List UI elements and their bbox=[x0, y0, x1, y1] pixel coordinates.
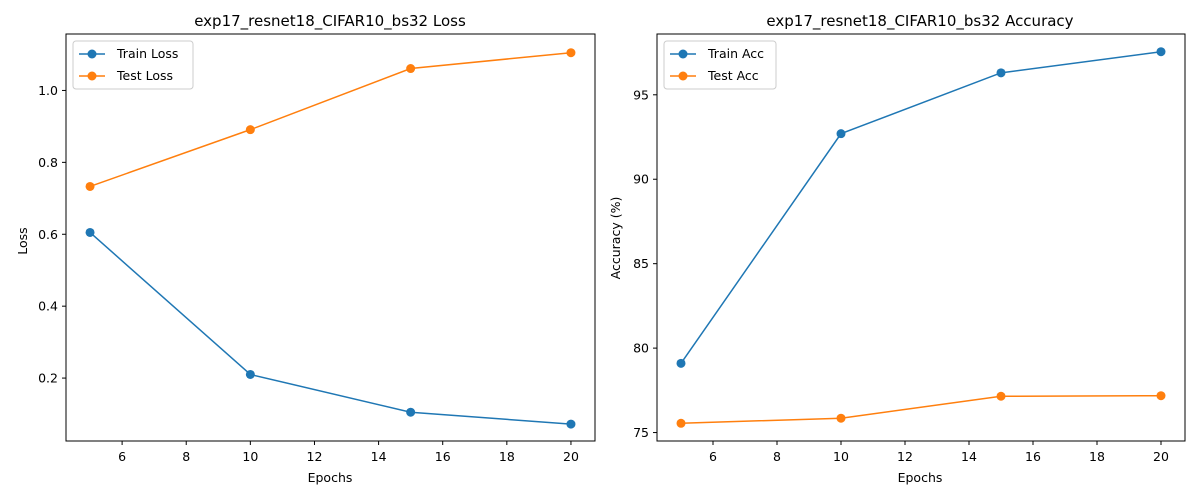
data-point-test-loss bbox=[406, 64, 416, 74]
loss-legend: Train Loss Test Loss bbox=[72, 40, 194, 90]
accuracy-y-tick-label: 80 bbox=[633, 341, 649, 356]
data-point-train-loss bbox=[406, 407, 416, 417]
loss-x-tick-label: 8 bbox=[182, 449, 190, 464]
data-point-train-acc bbox=[676, 358, 686, 368]
data-point-test-loss bbox=[85, 181, 95, 191]
loss-chart: exp17_resnet18_CIFAR10_bs32 Loss Epochs … bbox=[15, 12, 596, 485]
accuracy-y-tick-label: 90 bbox=[633, 172, 649, 187]
loss-chart-title: exp17_resnet18_CIFAR10_bs32 Loss bbox=[194, 12, 466, 31]
loss-y-tick-label: 1.0 bbox=[38, 83, 58, 98]
data-point-test-acc bbox=[1156, 391, 1166, 401]
loss-legend-box bbox=[72, 40, 194, 90]
accuracy-x-tick-label: 20 bbox=[1153, 449, 1169, 464]
series-line-test-loss bbox=[89, 51, 572, 188]
loss-legend-train-marker bbox=[87, 49, 97, 59]
accuracy-x-axis-label: Epochs bbox=[898, 470, 943, 485]
accuracy-y-tick-label: 95 bbox=[633, 87, 649, 102]
accuracy-series bbox=[676, 47, 1166, 428]
accuracy-x-tick-label: 10 bbox=[833, 449, 849, 464]
accuracy-x-tick-label: 12 bbox=[897, 449, 913, 464]
data-point-test-acc bbox=[676, 418, 686, 428]
accuracy-x-tick-label: 6 bbox=[709, 449, 717, 464]
data-point-train-acc bbox=[836, 129, 846, 139]
loss-y-tick-label: 0.6 bbox=[38, 227, 58, 242]
loss-series bbox=[85, 48, 576, 429]
loss-x-tick-label: 20 bbox=[563, 449, 579, 464]
data-point-train-loss bbox=[245, 369, 255, 379]
accuracy-plot-frame bbox=[656, 33, 1186, 442]
data-point-train-acc bbox=[1156, 47, 1166, 57]
accuracy-legend: Train Acc Test Acc bbox=[663, 40, 777, 90]
loss-legend-test-marker bbox=[87, 71, 97, 81]
accuracy-legend-train-label: Train Acc bbox=[707, 46, 764, 61]
series-line-train-acc bbox=[680, 50, 1162, 364]
series-line-train-loss bbox=[89, 231, 572, 425]
loss-y-axis-label: Loss bbox=[15, 227, 30, 254]
loss-x-tick-label: 10 bbox=[242, 449, 258, 464]
loss-x-tick-label: 16 bbox=[435, 449, 451, 464]
loss-y-tick-label: 0.2 bbox=[38, 371, 58, 386]
loss-plot-frame bbox=[65, 33, 596, 442]
loss-y-tick-label: 0.8 bbox=[38, 155, 58, 170]
accuracy-legend-test-marker bbox=[678, 71, 688, 81]
data-point-test-loss bbox=[245, 125, 255, 135]
loss-legend-test-label: Test Loss bbox=[116, 68, 173, 83]
accuracy-chart: exp17_resnet18_CIFAR10_bs32 Accuracy Epo… bbox=[608, 12, 1186, 485]
loss-x-tick-label: 6 bbox=[118, 449, 126, 464]
data-point-test-acc bbox=[996, 391, 1006, 401]
accuracy-legend-box bbox=[663, 40, 777, 90]
loss-legend-train-label: Train Loss bbox=[116, 46, 178, 61]
accuracy-y-tick-label: 85 bbox=[633, 256, 649, 271]
accuracy-x-tick-label: 14 bbox=[961, 449, 977, 464]
loss-axis-ticks: 6 8 10 12 14 16 18 20 0.2 0.4 0.6 0.8 1.0 bbox=[38, 83, 579, 464]
accuracy-y-tick-label: 75 bbox=[633, 425, 649, 440]
loss-x-tick-label: 18 bbox=[499, 449, 515, 464]
data-point-test-loss bbox=[566, 48, 576, 58]
accuracy-x-tick-label: 8 bbox=[773, 449, 781, 464]
loss-x-axis-label: Epochs bbox=[308, 470, 353, 485]
accuracy-legend-test-label: Test Acc bbox=[707, 68, 759, 83]
data-point-train-loss bbox=[566, 419, 576, 429]
series-line-test-acc bbox=[680, 394, 1162, 425]
data-point-test-acc bbox=[836, 413, 846, 423]
accuracy-y-axis-label: Accuracy (%) bbox=[608, 197, 623, 280]
loss-x-tick-label: 14 bbox=[371, 449, 387, 464]
accuracy-chart-title: exp17_resnet18_CIFAR10_bs32 Accuracy bbox=[766, 12, 1073, 31]
accuracy-x-tick-label: 16 bbox=[1025, 449, 1041, 464]
accuracy-legend-train-marker bbox=[678, 49, 688, 59]
data-point-train-loss bbox=[85, 227, 95, 237]
accuracy-axis-ticks: 6 8 10 12 14 16 18 20 75 80 85 90 95 bbox=[633, 87, 1169, 464]
loss-x-tick-label: 12 bbox=[307, 449, 323, 464]
loss-y-tick-label: 0.4 bbox=[38, 299, 58, 314]
accuracy-x-tick-label: 18 bbox=[1089, 449, 1105, 464]
data-point-train-acc bbox=[996, 68, 1006, 78]
